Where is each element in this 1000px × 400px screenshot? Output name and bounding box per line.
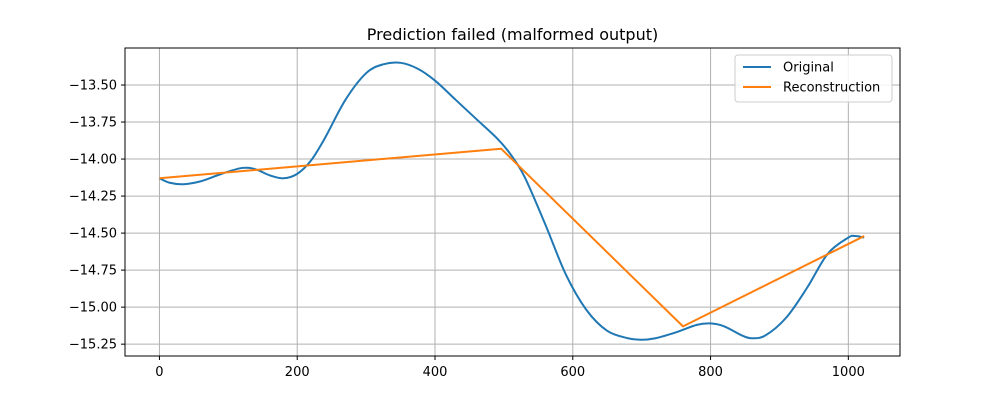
plot-frame [124,47,901,357]
chart-title: Prediction failed (malformed output) [367,25,658,44]
y-tick-label: −15.25 [69,338,117,353]
series-line-original [159,61,865,341]
y-tick-label: −14.25 [69,190,117,205]
legend-label-reconstruction: Reconstruction [783,81,880,96]
x-tick-label: 0 [155,365,163,380]
legend-box [734,54,893,103]
y-tick-label: −15.00 [69,301,117,316]
y-tick-label: −13.75 [69,116,117,131]
y-tick-label: −13.50 [69,79,117,94]
ticks: 0 200 400 600 800 1000 −15.25 −15.00 −14.75 −14.5… [69,79,865,380]
legend: Original Reconstruction [734,54,893,103]
legend-label-original: Original [783,61,834,76]
series-layer [159,61,865,341]
x-tick-label: 1000 [832,365,865,380]
grid [125,48,900,356]
series-line-reconstruction [159,147,865,328]
x-tick-label: 800 [698,365,723,380]
x-tick-label: 400 [423,365,448,380]
y-tick-label: −14.00 [69,153,117,168]
y-tick-label: −14.75 [69,264,117,279]
x-tick-label: 200 [285,365,310,380]
x-tick-label: 600 [560,365,585,380]
y-tick-label: −14.50 [69,227,117,242]
